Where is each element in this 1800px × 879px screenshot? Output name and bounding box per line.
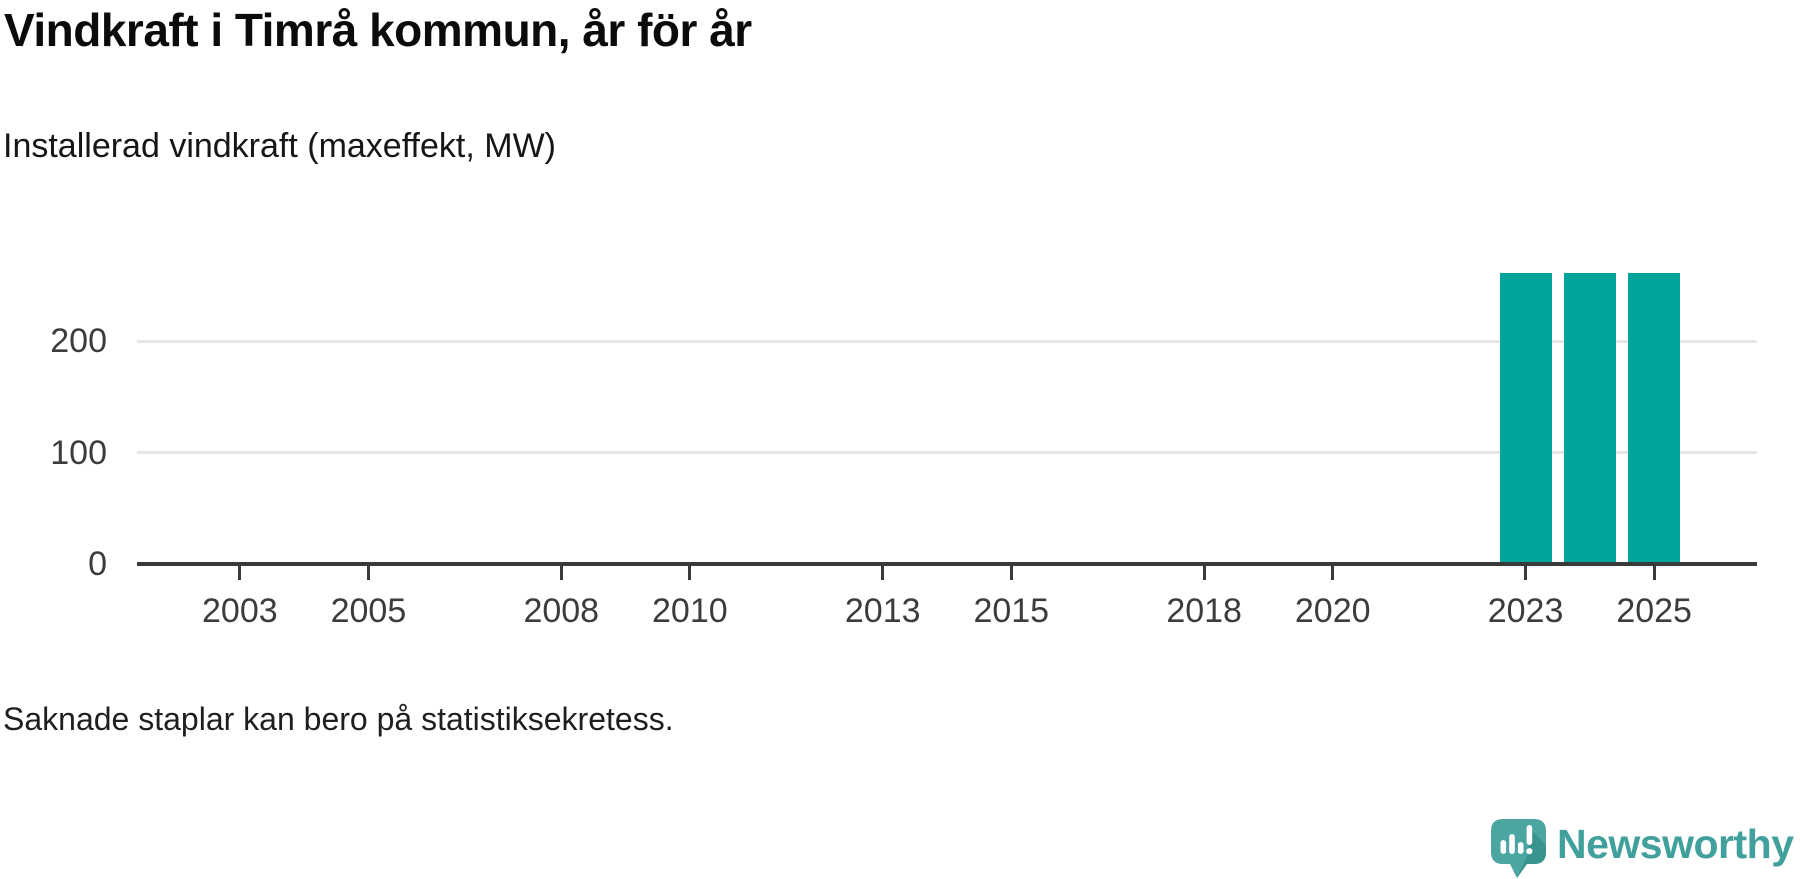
chart-title: Vindkraft i Timrå kommun, år för år: [4, 4, 752, 56]
x-tick-2010: [688, 566, 692, 580]
x-axis-label-2023: 2023: [1487, 592, 1564, 630]
x-axis-label-2008: 2008: [523, 592, 600, 630]
x-axis-label-2015: 2015: [973, 592, 1050, 630]
gridline-100: [137, 451, 1757, 455]
footnote: Saknade staplar kan bero på statistiksek…: [3, 701, 674, 737]
y-axis-label-200: 200: [50, 322, 107, 361]
x-axis-label-2005: 2005: [330, 592, 407, 630]
bar-2025: [1628, 273, 1681, 566]
y-axis-label-100: 100: [50, 433, 107, 472]
x-tick-2013: [881, 566, 885, 580]
x-axis-label-2018: 2018: [1166, 592, 1242, 630]
x-tick-2003: [238, 566, 242, 580]
newsworthy-speech-bubble-chart-icon: [1491, 819, 1546, 878]
x-axis-label-2010: 2010: [652, 592, 728, 630]
x-axis-label-2013: 2013: [844, 592, 921, 630]
x-axis-label-2025: 2025: [1616, 592, 1692, 630]
x-tick-2015: [1009, 566, 1013, 580]
bar-2024: [1563, 273, 1616, 566]
bar-chart: 0 100 200 2003 2005 2008 2010 2013 2015 2018 2020 2…: [50, 273, 1757, 630]
x-tick-2025: [1652, 566, 1656, 580]
chart-subtitle: Installerad vindkraft (maxeffekt, MW): [3, 127, 556, 165]
bar-2023: [1499, 273, 1552, 566]
x-tick-2023: [1524, 566, 1528, 580]
x-tick-2020: [1331, 566, 1335, 580]
gridline-200: [137, 339, 1757, 343]
y-axis-label-0: 0: [88, 545, 107, 583]
brand-name: Newsworthy: [1557, 821, 1794, 867]
x-tick-2018: [1202, 566, 1206, 580]
newsworthy-brand: Newsworthy: [1490, 818, 1800, 879]
x-axis-line: [137, 562, 1757, 566]
x-tick-2008: [559, 566, 563, 580]
x-tick-2005: [366, 566, 370, 580]
x-axis-label-2020: 2020: [1294, 592, 1371, 630]
x-axis-label-2003: 2003: [202, 592, 278, 630]
